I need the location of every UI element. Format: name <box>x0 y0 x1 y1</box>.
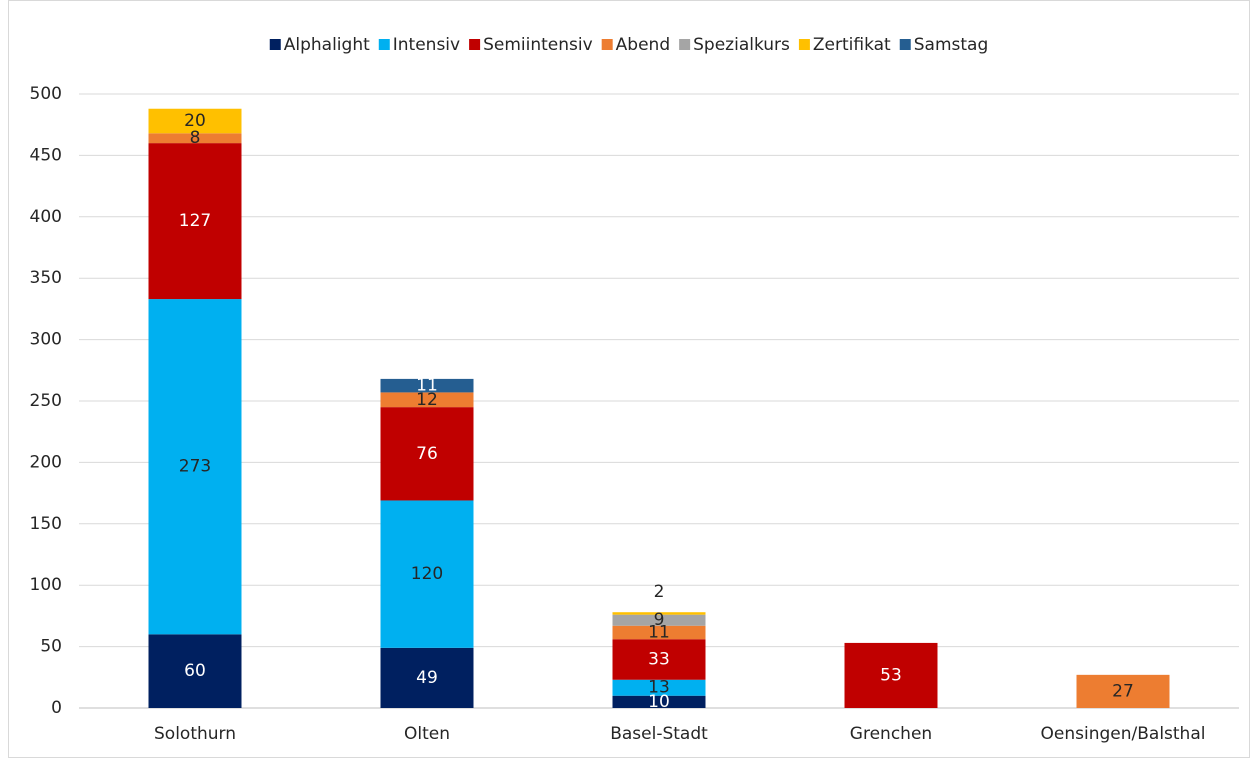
bar-segment <box>380 407 474 501</box>
legend-label: Spezialkurs <box>693 35 790 55</box>
data-label: 127 <box>179 211 211 231</box>
data-label: 12 <box>416 390 438 410</box>
data-label: 33 <box>648 649 670 669</box>
bar-segment <box>380 500 474 648</box>
legend-swatch <box>269 39 281 50</box>
data-label: 11 <box>648 622 670 642</box>
legend-label: Abend <box>616 35 670 55</box>
bar-segment <box>612 614 706 626</box>
legend-swatch <box>899 39 911 50</box>
legend-swatch <box>378 39 390 50</box>
y-tick-label: 0 <box>51 698 62 718</box>
legend: Alphalight Intensiv Semiintensiv Abend Spezi… <box>269 35 989 55</box>
data-label: 13 <box>648 678 670 698</box>
bar-segment <box>148 143 242 300</box>
y-tick-label: 50 <box>40 637 62 657</box>
bars <box>148 108 1170 708</box>
data-label: 10 <box>648 692 670 712</box>
bar-segment <box>148 299 242 635</box>
x-tick-label: Basel-Stadt <box>610 724 708 744</box>
bar-segment <box>612 679 706 696</box>
data-label: 273 <box>179 457 211 477</box>
bar-segment <box>1076 674 1170 708</box>
legend-label: Samstag <box>914 35 989 55</box>
y-tick-label: 200 <box>30 452 62 472</box>
bar-segment <box>380 378 474 393</box>
bar-segment <box>148 108 242 134</box>
data-label: 20 <box>184 111 206 131</box>
labels: 0 50 100 150 200 250 300 350 400 450 500 Solothurn 6… <box>30 84 1206 744</box>
y-tick-label: 350 <box>30 268 62 288</box>
y-tick-label: 150 <box>30 514 62 534</box>
legend-swatch <box>469 39 481 50</box>
data-label: 60 <box>184 661 206 681</box>
bar-segment <box>148 133 242 144</box>
bar-segment <box>148 634 242 708</box>
data-label: 8 <box>190 128 201 148</box>
bar-segment <box>612 695 706 708</box>
bar-segment <box>612 639 706 680</box>
legend-label: Semiintensiv <box>483 35 593 55</box>
y-tick-label: 450 <box>30 145 62 165</box>
bar-segment <box>612 625 706 640</box>
data-label: 49 <box>416 668 438 688</box>
data-label: 120 <box>411 564 443 584</box>
bar-segment <box>380 392 474 408</box>
legend-label: Intensiv <box>393 35 460 55</box>
x-tick-label: Solothurn <box>154 724 236 744</box>
y-tick-label: 300 <box>30 330 62 350</box>
data-label: 53 <box>880 665 902 685</box>
x-tick-label: Oensingen/Balsthal <box>1041 724 1206 744</box>
legend-swatch <box>601 39 613 50</box>
legend-swatch <box>679 39 691 50</box>
data-label: 76 <box>416 444 438 464</box>
x-tick-label: Grenchen <box>850 724 932 744</box>
y-tick-label: 100 <box>30 575 62 595</box>
y-tick-label: 250 <box>30 391 62 411</box>
legend-label: Zertifikat <box>813 35 891 55</box>
bar-segment <box>380 647 474 708</box>
y-tick-label: 400 <box>30 207 62 227</box>
x-tick-label: Olten <box>404 724 450 744</box>
data-label: 11 <box>416 376 438 396</box>
y-tick-label: 500 <box>30 84 62 104</box>
legend-swatch <box>798 39 810 50</box>
legend-label: Alphalight <box>284 35 370 55</box>
bar-segment <box>844 642 938 708</box>
grid <box>79 93 1239 709</box>
bar-segment <box>612 612 706 615</box>
data-label: 9 <box>654 610 665 630</box>
data-label: 27 <box>1112 681 1134 701</box>
data-label: 2 <box>654 582 665 602</box>
